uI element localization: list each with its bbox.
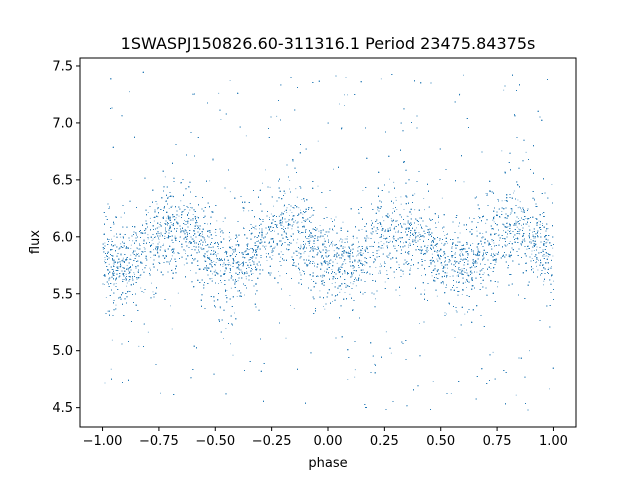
- y-axis-label: flux: [28, 230, 43, 254]
- y-tick-label: 6.5: [52, 173, 73, 188]
- y-axis: 4.5 5.0 5.5 6.0 6.5 7.0 7.5: [52, 59, 80, 416]
- y-tick-label: 4.5: [52, 401, 73, 416]
- x-tick-label: −1.00: [83, 434, 123, 449]
- x-tick-label: 0.50: [426, 434, 455, 449]
- y-tick-label: 6.0: [52, 230, 73, 245]
- y-tick-label: 5.0: [52, 344, 73, 359]
- y-tick-label: 7.5: [52, 59, 73, 74]
- data-point-group: [103, 71, 554, 408]
- x-tick-label: 0.75: [483, 434, 512, 449]
- x-tick-label: 0.00: [314, 434, 343, 449]
- y-tick-label: 7.0: [52, 116, 73, 131]
- chart-title: 1SWASPJ150826.60-311316.1 Period 23475.8…: [121, 34, 536, 53]
- x-axis-label: phase: [308, 456, 347, 471]
- x-tick-label: −0.25: [252, 434, 292, 449]
- y-tick-label: 5.5: [52, 287, 73, 302]
- x-tick-label: −0.75: [139, 434, 179, 449]
- x-axis: −1.00 −0.75 −0.50 −0.25 0.00 0.25 0.50 0.75 1.00: [83, 427, 568, 449]
- x-tick-label: 0.25: [370, 434, 399, 449]
- x-tick-label: −0.50: [195, 434, 235, 449]
- data-point-group: [103, 80, 554, 411]
- data-points: [102, 71, 554, 411]
- x-tick-label: 1.00: [539, 434, 568, 449]
